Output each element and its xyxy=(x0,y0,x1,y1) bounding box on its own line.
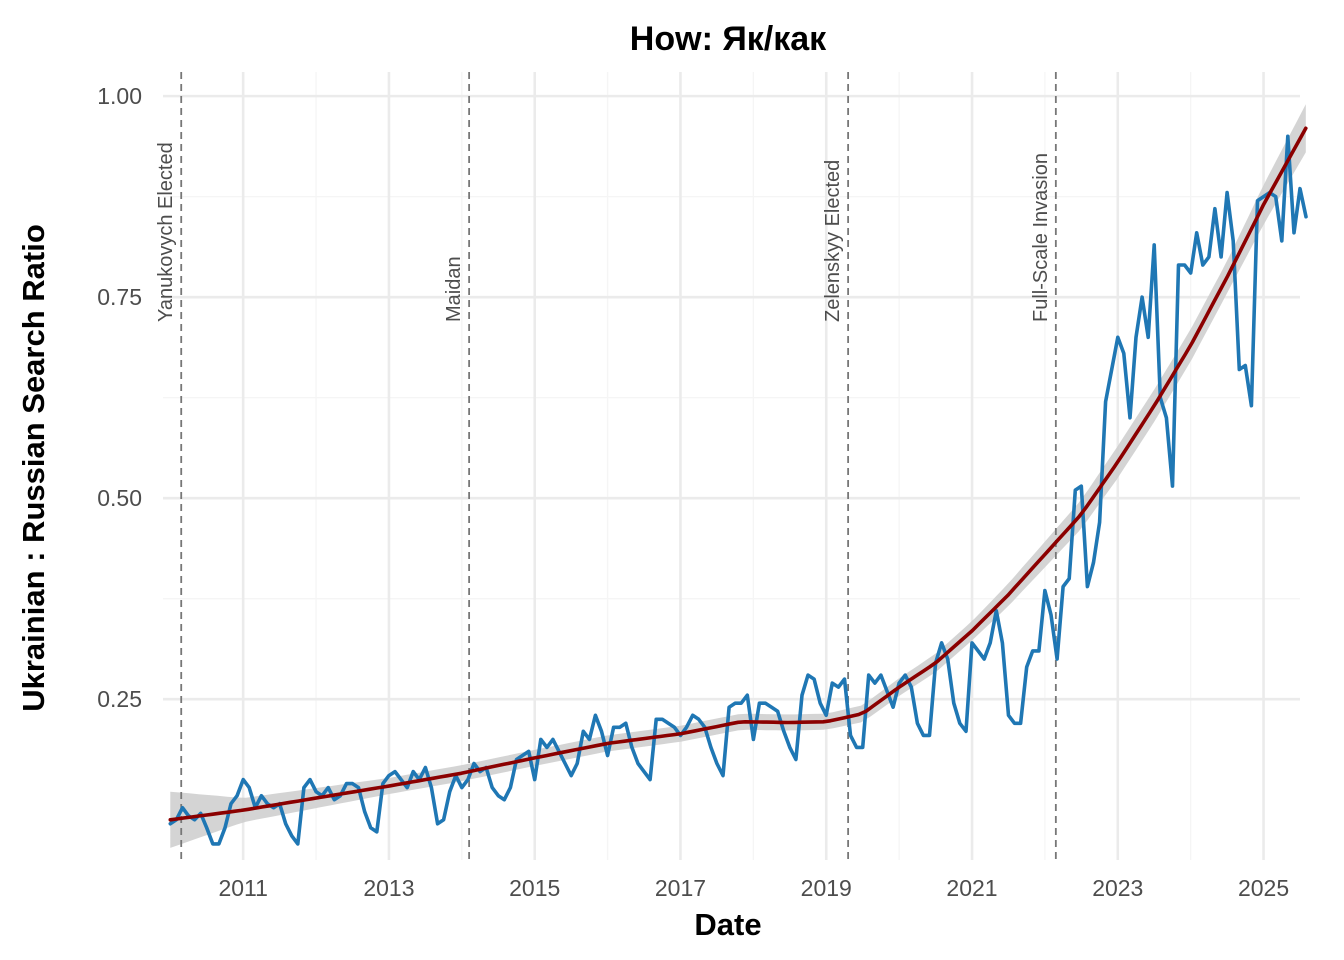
y-tick-label: 0.50 xyxy=(97,485,142,511)
x-tick-label: 2021 xyxy=(946,875,997,901)
x-tick-label: 2017 xyxy=(655,875,706,901)
event-label: Zelenskyy Elected xyxy=(822,160,844,322)
minor-gridlines xyxy=(163,72,1300,860)
x-tick-label: 2013 xyxy=(363,875,414,901)
y-axis-ticks: 0.25 0.50 0.75 1.00 xyxy=(97,83,142,712)
event-label: Full-Scale Invasion xyxy=(1030,153,1052,322)
trend-line xyxy=(168,126,1308,822)
y-tick-label: 0.75 xyxy=(97,284,142,310)
x-axis-title: Date xyxy=(694,907,761,942)
x-tick-label: 2023 xyxy=(1092,875,1143,901)
event-markers: Yanukovych Elected Maidan Zelenskyy Electe… xyxy=(155,72,1057,860)
trend-layer xyxy=(168,126,1308,822)
event-label: Maidan xyxy=(443,256,465,322)
event-label: Yanukovych Elected xyxy=(155,142,177,322)
major-gridlines xyxy=(163,72,1300,860)
x-tick-label: 2019 xyxy=(801,875,852,901)
x-tick-label: 2015 xyxy=(509,875,560,901)
chart-title: How: Як/как xyxy=(630,20,827,58)
x-tick-label: 2011 xyxy=(218,875,267,901)
y-axis-title: Ukrainian : Russian Search Ratio xyxy=(16,224,51,712)
y-tick-label: 1.00 xyxy=(97,83,142,109)
x-axis-ticks: 2011 2013 2015 2017 2019 2021 2023 2025 xyxy=(218,875,1289,901)
y-tick-label: 0.25 xyxy=(97,686,142,712)
x-tick-label: 2025 xyxy=(1238,875,1289,901)
